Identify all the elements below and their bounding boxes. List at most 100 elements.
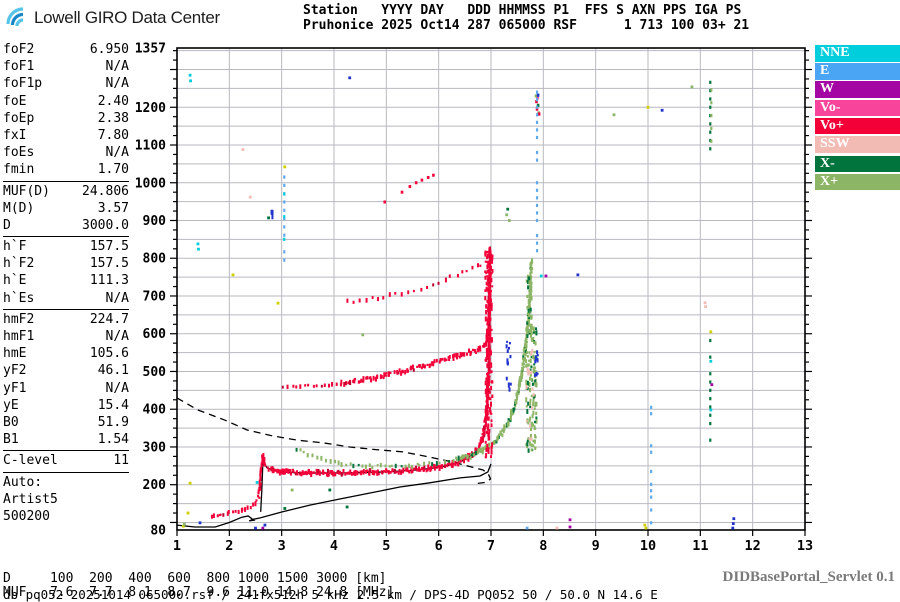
echo-dot (296, 472, 299, 476)
echo-dot (529, 329, 532, 333)
echo-dot (536, 103, 540, 107)
echo-dot (328, 383, 331, 388)
param-value: 2.38 (97, 110, 129, 126)
echo-dot (485, 281, 488, 286)
echo-dot (487, 382, 490, 386)
param-label: B0 (3, 414, 19, 430)
echo-dot (429, 363, 432, 367)
echo-dot (612, 113, 616, 117)
echo-dot (534, 420, 537, 424)
echo-dot (397, 471, 400, 475)
echo-dot (529, 267, 532, 272)
echo-dot (418, 364, 421, 368)
echo-dot (506, 349, 509, 354)
echo-dot (509, 354, 512, 359)
echo-dot (349, 380, 352, 386)
echo-dot (448, 358, 451, 362)
echo-dot (416, 462, 419, 465)
echo-dot (487, 371, 490, 377)
param-value: 2.40 (97, 93, 129, 109)
echo-dot (527, 448, 530, 453)
echo-dot (704, 305, 707, 308)
echo-dot (466, 352, 469, 356)
param-row-foe: foE 2.40 (3, 93, 129, 110)
echo-dot (489, 348, 492, 352)
param-label: hmE (3, 346, 27, 362)
echo-dot (455, 458, 458, 462)
echo-dot (400, 370, 403, 376)
echo-dot (478, 444, 481, 448)
x-tick-label: 3 (278, 538, 286, 554)
echo-dot (488, 286, 491, 290)
param-value: 1.70 (97, 162, 129, 178)
echo-dot (299, 471, 302, 474)
echo-dot (455, 356, 458, 360)
echo-dot (522, 353, 525, 356)
echo-dot (219, 513, 222, 516)
echo-dot (484, 389, 487, 395)
echo-dot (508, 342, 511, 345)
echo-dot (318, 471, 321, 476)
echo-dot (710, 126, 713, 130)
echo-dot (252, 502, 255, 507)
echo-dot (517, 390, 520, 395)
echo-dot (533, 351, 536, 354)
echo-dot (408, 463, 411, 469)
echo-dot (487, 447, 490, 453)
panel-divider (3, 180, 129, 182)
echo-dot (276, 301, 280, 305)
echo-dot (487, 327, 490, 331)
echo-dot (263, 457, 266, 462)
param-label: fmin (3, 162, 35, 178)
echo-dot (469, 453, 472, 456)
x-tick-label: 12 (745, 538, 761, 554)
legend-item-w: W (815, 81, 900, 98)
echo-dot (690, 85, 694, 89)
echo-dot (410, 365, 413, 371)
echo-dot (525, 327, 528, 332)
echo-dot (482, 428, 485, 432)
echo-dot (528, 293, 531, 299)
echo-dot (369, 376, 372, 379)
echo-dot (458, 355, 461, 359)
panel-divider (3, 236, 129, 238)
echo-dot (484, 275, 487, 280)
panel-divider (3, 450, 129, 452)
echo-dot (489, 298, 492, 303)
echo-dot (529, 293, 532, 299)
echo-dot (435, 461, 438, 466)
echo-dot (487, 388, 490, 392)
echo-dot (283, 183, 286, 187)
echo-dot (484, 316, 487, 322)
echo-dot (527, 437, 530, 442)
echo-dot (484, 252, 487, 257)
echo-dot (530, 448, 533, 452)
echo-dot (373, 470, 376, 474)
echo-dot (312, 471, 315, 475)
echo-dot (536, 354, 539, 357)
echo-dot (529, 433, 532, 440)
echo-dot (456, 352, 459, 357)
echo-dot (361, 464, 364, 468)
echo-dot (376, 375, 379, 380)
echo-dot (488, 340, 491, 344)
echo-dot (415, 465, 418, 471)
echo-dot (372, 375, 375, 381)
echo-dot (283, 225, 286, 229)
echo-dot (650, 482, 653, 486)
echo-dot (376, 470, 379, 474)
echo-dot (485, 329, 488, 333)
param-value: 15.4 (97, 397, 129, 413)
echo-dot (481, 432, 484, 436)
echo-dot (536, 93, 540, 97)
echo-dot (439, 358, 442, 362)
echo-dot (222, 513, 225, 517)
param-row-d: D 3000.0 (3, 217, 129, 234)
param-row-fof1: foF1 N/A (3, 58, 129, 75)
echo-dot (234, 509, 237, 513)
echo-dot (390, 464, 393, 467)
param-label: D (3, 217, 11, 233)
echo-dot (337, 469, 340, 474)
echo-dot (285, 468, 288, 473)
echo-dot (463, 454, 466, 459)
